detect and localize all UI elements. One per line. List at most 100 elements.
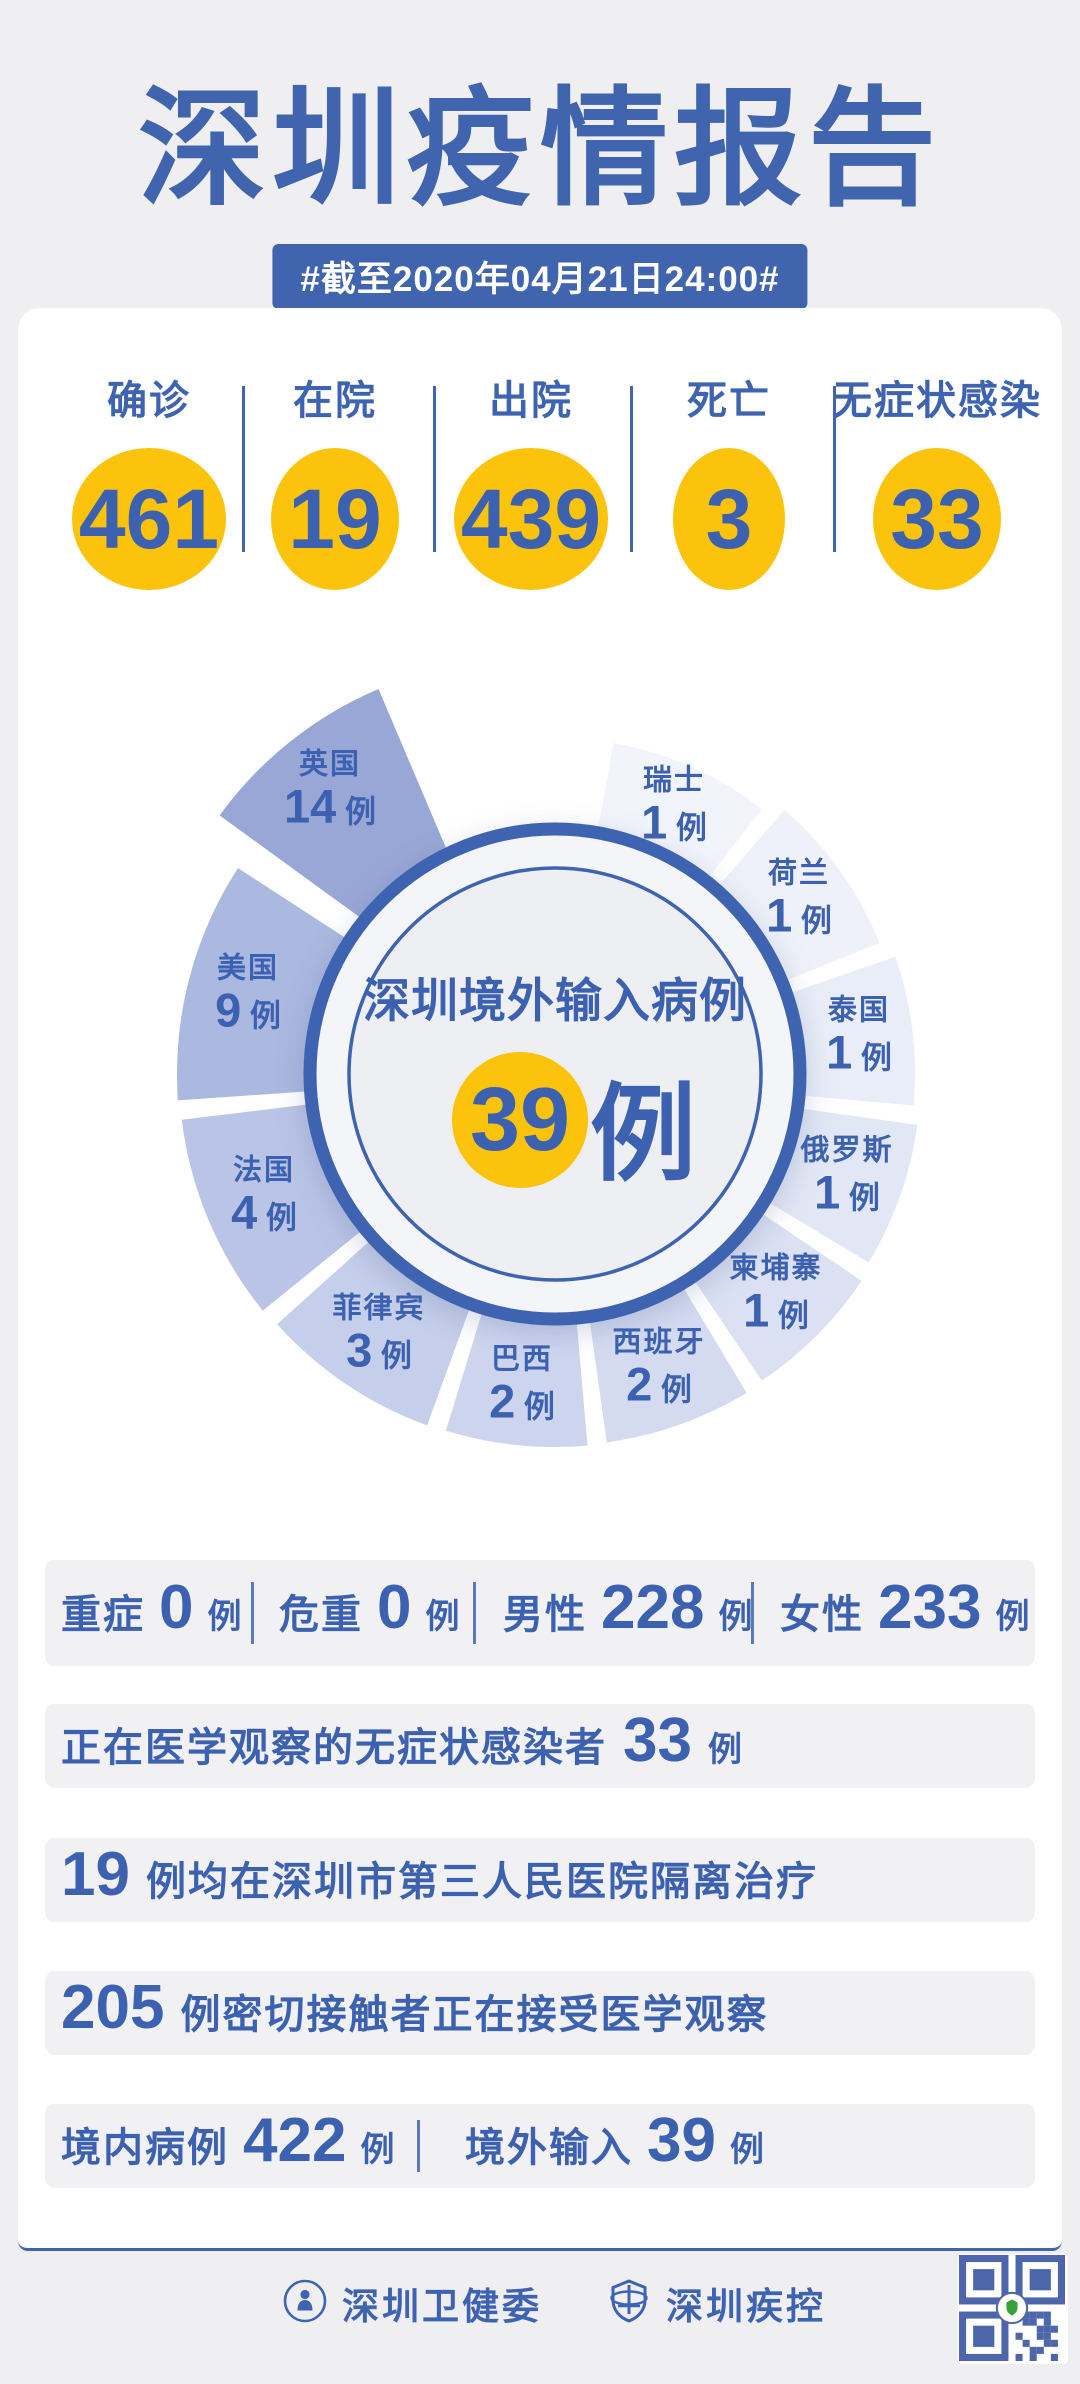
stat-group-male: 男性 228 例 — [503, 1572, 752, 1643]
stat-bubble: 439 — [454, 448, 608, 590]
pie-slice-country: 俄罗斯 — [800, 1134, 894, 1167]
pie-slice-value: 1 — [814, 1165, 841, 1219]
stat-group-female: 女性 233 例 — [780, 1572, 1029, 1643]
page-title: 深圳疫情报告 — [137, 78, 942, 221]
stat-divider — [833, 386, 836, 552]
pie-slice-unit: 例 — [515, 1389, 555, 1425]
pie-slice-label: 巴西 2 例 — [489, 1343, 555, 1428]
divider — [251, 1582, 254, 1644]
stat-discharged: 出院 439 — [419, 368, 643, 590]
label: 正在医学观察的无症状感染者 — [61, 1725, 607, 1770]
pie-slice-value: 1 — [743, 1283, 770, 1337]
stat-group-critical: 危重 0 例 — [279, 1572, 459, 1643]
stat-value: 461 — [78, 471, 220, 566]
pie-slice-label: 菲律宾 3 例 — [332, 1292, 425, 1377]
stat-deaths: 死亡 3 — [617, 368, 841, 590]
value: 0 — [377, 1572, 412, 1642]
pie-slice-label: 柬埔寨 1 例 — [729, 1252, 822, 1337]
pie-slice-country: 菲律宾 — [332, 1292, 426, 1325]
stat-bubble: 3 — [673, 448, 785, 590]
pie-slice-value: 2 — [626, 1357, 653, 1411]
pie-slice-unit: 例 — [652, 1372, 692, 1408]
imported-cases-pie-chart: 瑞士 1 例荷兰 1 例泰国 1 例俄罗斯 1 例柬埔寨 1 例西班牙 2 例巴西 2 例菲律… — [0, 620, 1080, 1480]
stat-label: 死亡 — [687, 379, 771, 423]
row-content: 205 例密切接触者正在接受医学观察 — [61, 1972, 768, 2043]
label: 重症 — [61, 1592, 145, 1637]
stat-in-hospital: 在院 19 — [223, 368, 447, 590]
pie-slice-value: 1 — [826, 1025, 853, 1079]
unit: 例 — [995, 1597, 1030, 1636]
stat-confirmed: 确诊 461 — [37, 368, 261, 590]
unit: 例 — [207, 1597, 242, 1636]
stat-label: 确诊 — [107, 379, 191, 423]
pie-center-title: 深圳境外输入病例 — [363, 974, 747, 1027]
health-commission-icon — [282, 2278, 328, 2329]
cdc-shield-icon — [606, 2278, 652, 2329]
pie-slice-country: 柬埔寨 — [729, 1252, 823, 1285]
pie-slice-unit: 例 — [336, 794, 376, 830]
stat-group-domestic: 境内病例 422 例 — [61, 2105, 394, 2176]
label: 男性 — [503, 1592, 587, 1637]
pie-slice-value: 1 — [641, 795, 668, 849]
stat-bubble: 19 — [271, 448, 399, 590]
pie-slice-unit: 例 — [667, 810, 707, 846]
pie-slice-country: 瑞士 — [642, 764, 706, 797]
footer-org-label: 深圳卫健委 — [342, 2286, 542, 2327]
date-badge: #截至2020年04月21日24:00# — [272, 244, 808, 309]
footer-org-health-commission: 深圳卫健委 — [282, 2276, 542, 2330]
divider — [417, 2120, 420, 2172]
label: 女性 — [780, 1592, 864, 1637]
pie-slice-label: 英国 14 例 — [284, 748, 376, 833]
pie-slice-label: 泰国 1 例 — [826, 994, 892, 1079]
pie-slice-value: 14 — [284, 779, 337, 833]
stat-divider — [433, 386, 436, 552]
pie-slice-label: 荷兰 1 例 — [766, 857, 832, 942]
unit: 例 — [718, 1597, 753, 1636]
pie-center-bubble: 39 — [452, 1052, 588, 1188]
footer-org-label: 深圳疾控 — [666, 2286, 826, 2327]
pie-slice-unit: 例 — [257, 1200, 297, 1236]
pie-slice-label: 西班牙 2 例 — [612, 1326, 705, 1411]
pie-slice-value: 4 — [231, 1185, 258, 1239]
pie-slice-country: 巴西 — [490, 1343, 554, 1376]
pie-labels-layer: 瑞士 1 例荷兰 1 例泰国 1 例俄罗斯 1 例柬埔寨 1 例西班牙 2 例巴西 2 例菲律… — [0, 620, 1080, 1480]
pie-slice-unit: 例 — [769, 1298, 809, 1334]
stat-bubble: 33 — [873, 448, 1001, 590]
qr-code — [958, 2254, 1068, 2364]
pie-slice-country: 美国 — [216, 952, 280, 985]
label: 例均在深圳市第三人民医院隔离治疗 — [145, 1859, 818, 1904]
stat-value: 3 — [705, 471, 753, 566]
divider — [473, 1582, 476, 1644]
row-domestic-imported: 境内病例 422 例 境外输入 39 例 — [45, 2104, 1035, 2188]
label: 例密切接触者正在接受医学观察 — [180, 1992, 769, 2037]
value: 228 — [601, 1572, 705, 1642]
row-severity-gender: 重症 0 例 危重 0 例 男性 228 例 女性 233 例 — [45, 1560, 1035, 1666]
unit: 例 — [707, 1730, 742, 1769]
pie-center-value: 39 — [469, 1069, 571, 1170]
divider — [751, 1582, 754, 1644]
row-close-contacts: 205 例密切接触者正在接受医学观察 — [45, 1971, 1035, 2055]
stat-divider — [242, 386, 245, 552]
pie-slice-country: 泰国 — [827, 994, 891, 1027]
label: 境外输入 — [465, 2125, 633, 2170]
value: 39 — [647, 2105, 716, 2175]
pie-slice-unit: 例 — [792, 903, 832, 939]
unit: 例 — [360, 2130, 395, 2169]
stat-bubble: 461 — [72, 448, 226, 590]
pie-slice-value: 9 — [215, 983, 242, 1037]
stat-group-imported: 境外输入 39 例 — [465, 2105, 764, 2176]
pie-slice-country: 荷兰 — [767, 857, 831, 890]
label: 境内病例 — [61, 2125, 229, 2170]
pie-slice-value: 2 — [489, 1374, 516, 1428]
pie-slice-country: 英国 — [298, 748, 361, 781]
pie-slice-unit: 例 — [840, 1180, 880, 1216]
row-asymptomatic-observation: 正在医学观察的无症状感染者 33 例 — [45, 1704, 1035, 1788]
pie-slice-unit: 例 — [852, 1040, 892, 1076]
unit: 例 — [729, 2130, 764, 2169]
stat-group-severe: 重症 0 例 — [61, 1572, 241, 1643]
pie-slice-value: 1 — [766, 888, 793, 942]
pie-slice-label: 瑞士 1 例 — [641, 764, 707, 849]
pie-slice-country: 西班牙 — [612, 1326, 706, 1359]
pie-slice-unit: 例 — [241, 998, 281, 1034]
stat-label: 无症状感染 — [832, 379, 1042, 423]
